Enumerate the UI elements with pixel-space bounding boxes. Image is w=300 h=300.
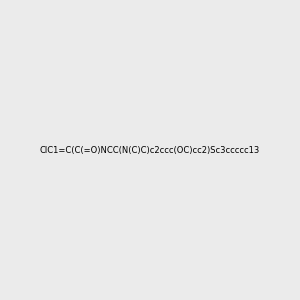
Text: ClC1=C(C(=O)NCC(N(C)C)c2ccc(OC)cc2)Sc3ccccc13: ClC1=C(C(=O)NCC(N(C)C)c2ccc(OC)cc2)Sc3cc… [40,146,260,154]
